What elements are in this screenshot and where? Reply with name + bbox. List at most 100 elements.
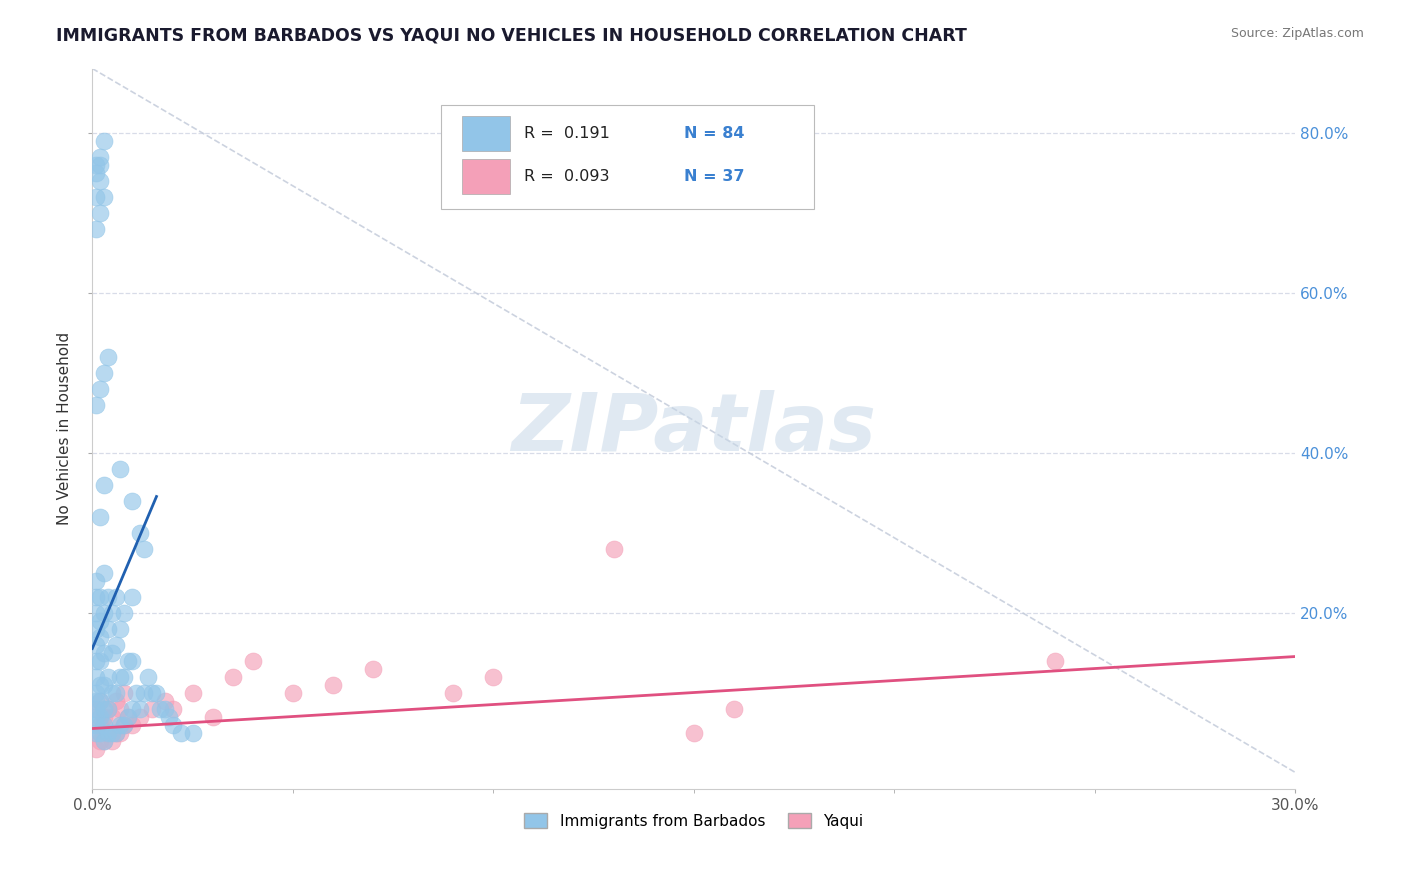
Point [93, 189, 115, 203]
Point [105, 685, 128, 699]
Point [89, 693, 111, 707]
Point [112, 606, 135, 620]
Point [105, 638, 128, 652]
Point [86, 701, 108, 715]
Point [110, 717, 132, 731]
Point [89, 509, 111, 524]
Point [723, 701, 745, 715]
Point [112, 685, 135, 699]
Text: R =  0.093: R = 0.093 [524, 169, 610, 184]
Point [86, 165, 108, 179]
Point [482, 669, 505, 683]
Point [86, 709, 108, 723]
Point [121, 653, 143, 667]
Point [89, 590, 111, 604]
Point [89, 725, 111, 739]
Point [162, 717, 184, 731]
Point [101, 725, 124, 739]
Point [93, 733, 115, 747]
Point [86, 606, 108, 620]
Bar [461, 116, 510, 151]
Point [97, 590, 120, 604]
Point [138, 669, 160, 683]
Point [141, 701, 163, 715]
Point [89, 717, 111, 731]
Point [134, 685, 156, 699]
Point [322, 677, 344, 691]
Point [134, 541, 156, 556]
Point [117, 653, 139, 667]
Point [162, 701, 184, 715]
Point [89, 693, 111, 707]
Point [86, 725, 108, 739]
Point [112, 717, 135, 731]
Point [101, 606, 124, 620]
Point [86, 221, 108, 235]
Bar [461, 160, 510, 194]
Point [602, 541, 624, 556]
Point [110, 622, 132, 636]
Point [97, 725, 120, 739]
Point [281, 685, 304, 699]
Point [105, 725, 128, 739]
Point [97, 701, 120, 715]
Point [89, 677, 111, 691]
Point [93, 646, 115, 660]
Point [153, 701, 176, 715]
Point [169, 725, 191, 739]
Point [89, 157, 111, 171]
Point [101, 709, 124, 723]
Point [201, 709, 224, 723]
Point [121, 701, 143, 715]
Point [86, 701, 108, 715]
Point [683, 725, 706, 739]
Point [93, 606, 115, 620]
Point [105, 590, 128, 604]
Point [86, 638, 108, 652]
Point [121, 717, 143, 731]
Point [441, 685, 464, 699]
Point [93, 701, 115, 715]
Point [86, 653, 108, 667]
Point [101, 733, 124, 747]
Point [86, 189, 108, 203]
Point [105, 725, 128, 739]
Point [93, 717, 115, 731]
Point [89, 173, 111, 187]
Point [86, 398, 108, 412]
Point [97, 701, 120, 715]
Point [361, 661, 384, 675]
Point [153, 693, 176, 707]
Point [121, 493, 143, 508]
Point [181, 725, 204, 739]
Text: N = 84: N = 84 [685, 126, 745, 141]
Point [121, 590, 143, 604]
Point [93, 566, 115, 580]
Point [93, 134, 115, 148]
Point [181, 685, 204, 699]
Point [97, 622, 120, 636]
Y-axis label: No Vehicles in Household: No Vehicles in Household [58, 332, 72, 525]
Point [129, 525, 152, 540]
Point [110, 701, 132, 715]
Point [89, 614, 111, 628]
Text: N = 37: N = 37 [685, 169, 745, 184]
Point [93, 677, 115, 691]
Text: Source: ZipAtlas.com: Source: ZipAtlas.com [1230, 27, 1364, 40]
Point [97, 725, 120, 739]
Point [86, 717, 108, 731]
Point [129, 709, 152, 723]
Point [86, 669, 108, 683]
Point [86, 741, 108, 756]
Point [101, 685, 124, 699]
Point [89, 149, 111, 163]
Point [89, 205, 111, 219]
Point [242, 653, 264, 667]
Point [110, 669, 132, 683]
Point [93, 709, 115, 723]
Point [112, 717, 135, 731]
Point [86, 574, 108, 588]
Point [93, 477, 115, 491]
Legend: Immigrants from Barbados, Yaqui: Immigrants from Barbados, Yaqui [519, 806, 869, 835]
Point [1043, 653, 1066, 667]
